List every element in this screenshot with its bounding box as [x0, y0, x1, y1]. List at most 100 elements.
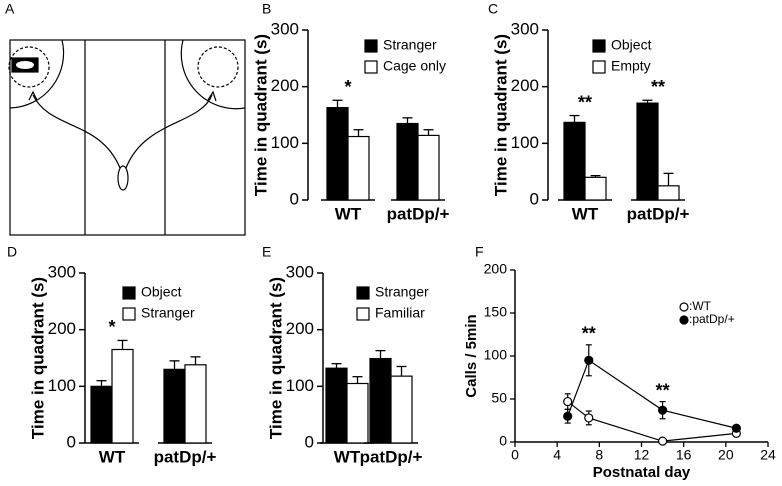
x-axis-label: Postnatal day [593, 464, 691, 481]
zone [180, 39, 246, 110]
x-tick-label: 8 [595, 447, 603, 463]
legend-label: Empty [611, 58, 651, 74]
legend-swatch [364, 60, 378, 74]
point [563, 411, 573, 421]
legend-label: Object [141, 284, 182, 300]
bar [584, 176, 607, 201]
cage [8, 46, 50, 88]
x-tick-label: WT [99, 447, 126, 466]
y-axis-label: Calls / 5min [463, 314, 480, 397]
y-tick-label: 0 [305, 432, 314, 451]
panel-label: C [488, 1, 498, 17]
bar [326, 107, 349, 201]
bar [111, 348, 134, 444]
point [584, 413, 594, 423]
y-tick-label: 100 [271, 133, 299, 152]
line [567, 401, 737, 442]
legend-swatch [356, 286, 370, 300]
bar [657, 185, 680, 201]
significance: * [344, 77, 351, 97]
y-tick-label: 0 [499, 433, 507, 449]
x-tick-label: 0 [511, 447, 519, 463]
legend-label: Stranger [383, 37, 437, 53]
panel-label: A [5, 1, 15, 17]
legend-swatch [592, 60, 606, 74]
line [567, 359, 737, 429]
y-tick-label: 200 [271, 76, 299, 95]
y-axis-label: Time in quadrant (s) [251, 34, 270, 196]
x-tick-label: WT [334, 447, 361, 466]
y-axis-label: Time in quadrant (s) [28, 277, 47, 439]
point [563, 396, 573, 407]
legend-swatch [122, 286, 136, 300]
panel-label: B [262, 1, 271, 17]
bar [563, 121, 586, 201]
legend-label: :WT [689, 299, 712, 313]
x-tick-label: patDp/+ [627, 204, 690, 223]
y-tick-label: 100 [286, 376, 314, 395]
y-tick-label: 200 [484, 261, 508, 277]
point [731, 423, 741, 433]
legend-label: Familiar [375, 305, 425, 321]
legend-label: :patDp/+ [689, 312, 735, 326]
bar [636, 102, 659, 201]
legend-marker [679, 302, 689, 312]
panel-label: F [475, 244, 484, 260]
legend-swatch [592, 39, 606, 53]
arena [9, 39, 246, 236]
y-tick-label: 300 [511, 19, 539, 38]
legend-label: Stranger [375, 284, 429, 300]
arena-diagram [8, 39, 246, 236]
significance: ** [578, 92, 592, 112]
y-tick-label: 200 [511, 76, 539, 95]
zone [9, 39, 65, 109]
y-tick-label: 100 [511, 133, 539, 152]
arrow [32, 94, 121, 169]
point [584, 355, 594, 365]
y-tick-label: 150 [484, 304, 508, 320]
legend-label: Cage only [383, 58, 446, 74]
cage [197, 46, 239, 88]
significance: ** [656, 380, 670, 400]
mouse-icon [16, 61, 34, 69]
y-tick-label: 200 [286, 319, 314, 338]
y-tick-label: 100 [484, 347, 508, 363]
x-tick-label: patDp/+ [387, 204, 450, 223]
bar [90, 385, 113, 444]
significance: * [108, 317, 115, 337]
x-tick-label: WT [572, 204, 599, 223]
bar [163, 368, 186, 444]
x-tick-label: patDp/+ [360, 447, 423, 466]
x-tick-label: WT [335, 204, 362, 223]
bar [325, 367, 348, 444]
point [657, 436, 668, 446]
y-tick-label: 0 [530, 189, 539, 208]
y-tick-label: 100 [48, 376, 76, 395]
y-axis-label: Time in quadrant (s) [266, 277, 285, 439]
arrow [125, 94, 213, 169]
x-tick-label: 4 [553, 447, 561, 463]
significance: ** [651, 77, 665, 97]
y-axis-label: Time in quadrant (s) [491, 34, 510, 196]
y-tick-label: 200 [48, 319, 76, 338]
legend-label: Stranger [141, 305, 195, 321]
y-tick-label: 300 [48, 262, 76, 281]
y-tick-label: 0 [290, 189, 299, 208]
bar [390, 375, 413, 444]
bar [347, 135, 370, 201]
arrow [207, 90, 217, 102]
significance: ** [582, 324, 596, 344]
x-tick-label: 20 [718, 447, 734, 463]
panel-label: E [262, 244, 271, 260]
x-tick-label: patDp/+ [154, 447, 217, 466]
bar [417, 134, 440, 201]
legend-swatch [356, 307, 370, 321]
bar [184, 364, 207, 444]
legend-swatch [364, 39, 378, 53]
bar [396, 122, 419, 201]
bar [346, 382, 369, 444]
panel-label: D [7, 244, 17, 260]
legend-marker [679, 315, 689, 325]
y-tick-label: 0 [67, 432, 76, 451]
